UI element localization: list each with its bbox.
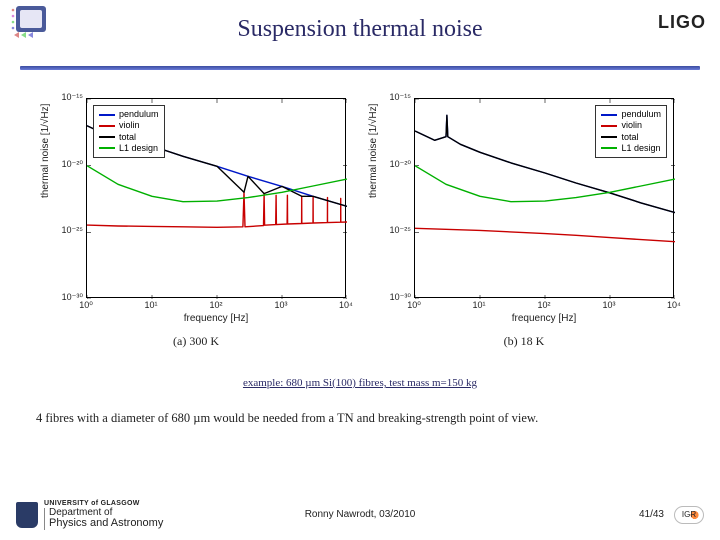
x-tick-label: 10³ (271, 300, 291, 310)
y-axis-label: thermal noise [1/√Hz] (40, 104, 51, 198)
charts-row: thermal noise [1/√Hz] pendulumviolintota… (0, 88, 720, 349)
x-tick-label: 10³ (599, 300, 619, 310)
author-date: Ronny Nawrodt, 03/2010 (0, 509, 720, 520)
example-text: example: 680 µm Si(100) fibres, test mas… (0, 377, 720, 389)
x-tick-label: 10² (206, 300, 226, 310)
legend-row: total (601, 132, 661, 143)
chart-panel-a: thermal noise [1/√Hz] pendulumviolintota… (36, 88, 356, 349)
y-tick-label: 10⁻²⁰ (62, 159, 83, 170)
legend-row: L1 design (601, 143, 661, 154)
legend-swatch (99, 125, 115, 127)
legend-row: violin (601, 120, 661, 131)
legend-swatch (601, 136, 617, 138)
slide-footer: UNIVERSITY of GLASGOW Department of Phys… (0, 500, 720, 530)
legend-label: total (621, 132, 638, 143)
legend-swatch (601, 114, 617, 116)
y-axis-label: thermal noise [1/√Hz] (368, 104, 379, 198)
ligo-logo: LIGO (658, 12, 706, 33)
legend-row: total (99, 132, 159, 143)
legend-label: L1 design (119, 143, 158, 154)
x-axis-label: frequency [Hz] (86, 313, 346, 324)
page-number: 41/43 (639, 509, 664, 520)
silicon-logo-icon (10, 4, 54, 40)
y-tick-label: 10⁻³⁰ (390, 292, 411, 303)
y-tick-label: 10⁻²⁰ (390, 159, 411, 170)
y-tick-label: 10⁻¹⁵ (390, 92, 412, 103)
legend-row: pendulum (99, 109, 159, 120)
legend-swatch (601, 125, 617, 127)
plot-area: pendulumviolintotalL1 design (86, 98, 346, 298)
chart-caption: (b) 18 K (364, 334, 684, 349)
chart-legend: pendulumviolintotalL1 design (595, 105, 667, 158)
y-tick-label: 10⁻²⁵ (62, 225, 84, 236)
x-tick-label: 10⁴ (664, 300, 684, 310)
x-tick-label: 10¹ (141, 300, 161, 310)
y-tick-label: 10⁻¹⁵ (62, 92, 84, 103)
legend-label: violin (119, 120, 140, 131)
legend-label: L1 design (621, 143, 660, 154)
x-tick-label: 10¹ (469, 300, 489, 310)
legend-row: L1 design (99, 143, 159, 154)
chart-panel-b: thermal noise [1/√Hz] pendulumviolintota… (364, 88, 684, 349)
legend-swatch (99, 114, 115, 116)
x-axis-label: frequency [Hz] (414, 313, 674, 324)
igr-logo-icon: IGR (674, 506, 704, 524)
legend-label: pendulum (621, 109, 661, 120)
affiliation-university: UNIVERSITY of GLASGOW (44, 500, 163, 507)
slide-header: Suspension thermal noise LIGO (0, 0, 720, 60)
y-tick-label: 10⁻³⁰ (62, 292, 83, 303)
legend-swatch (99, 147, 115, 149)
x-tick-label: 10⁴ (336, 300, 356, 310)
chart-legend: pendulumviolintotalL1 design (93, 105, 165, 158)
legend-label: total (119, 132, 136, 143)
plot-area: pendulumviolintotalL1 design (414, 98, 674, 298)
legend-label: violin (621, 120, 642, 131)
legend-row: violin (99, 120, 159, 131)
y-tick-label: 10⁻²⁵ (390, 225, 412, 236)
legend-swatch (99, 136, 115, 138)
header-rule (20, 66, 700, 70)
legend-row: pendulum (601, 109, 661, 120)
chart-caption: (a) 300 K (36, 334, 356, 349)
slide-title: Suspension thermal noise (16, 6, 704, 43)
legend-swatch (601, 147, 617, 149)
x-tick-label: 10² (534, 300, 554, 310)
legend-label: pendulum (119, 109, 159, 120)
conclusion-text: 4 fibres with a diameter of 680 µm would… (36, 411, 684, 426)
